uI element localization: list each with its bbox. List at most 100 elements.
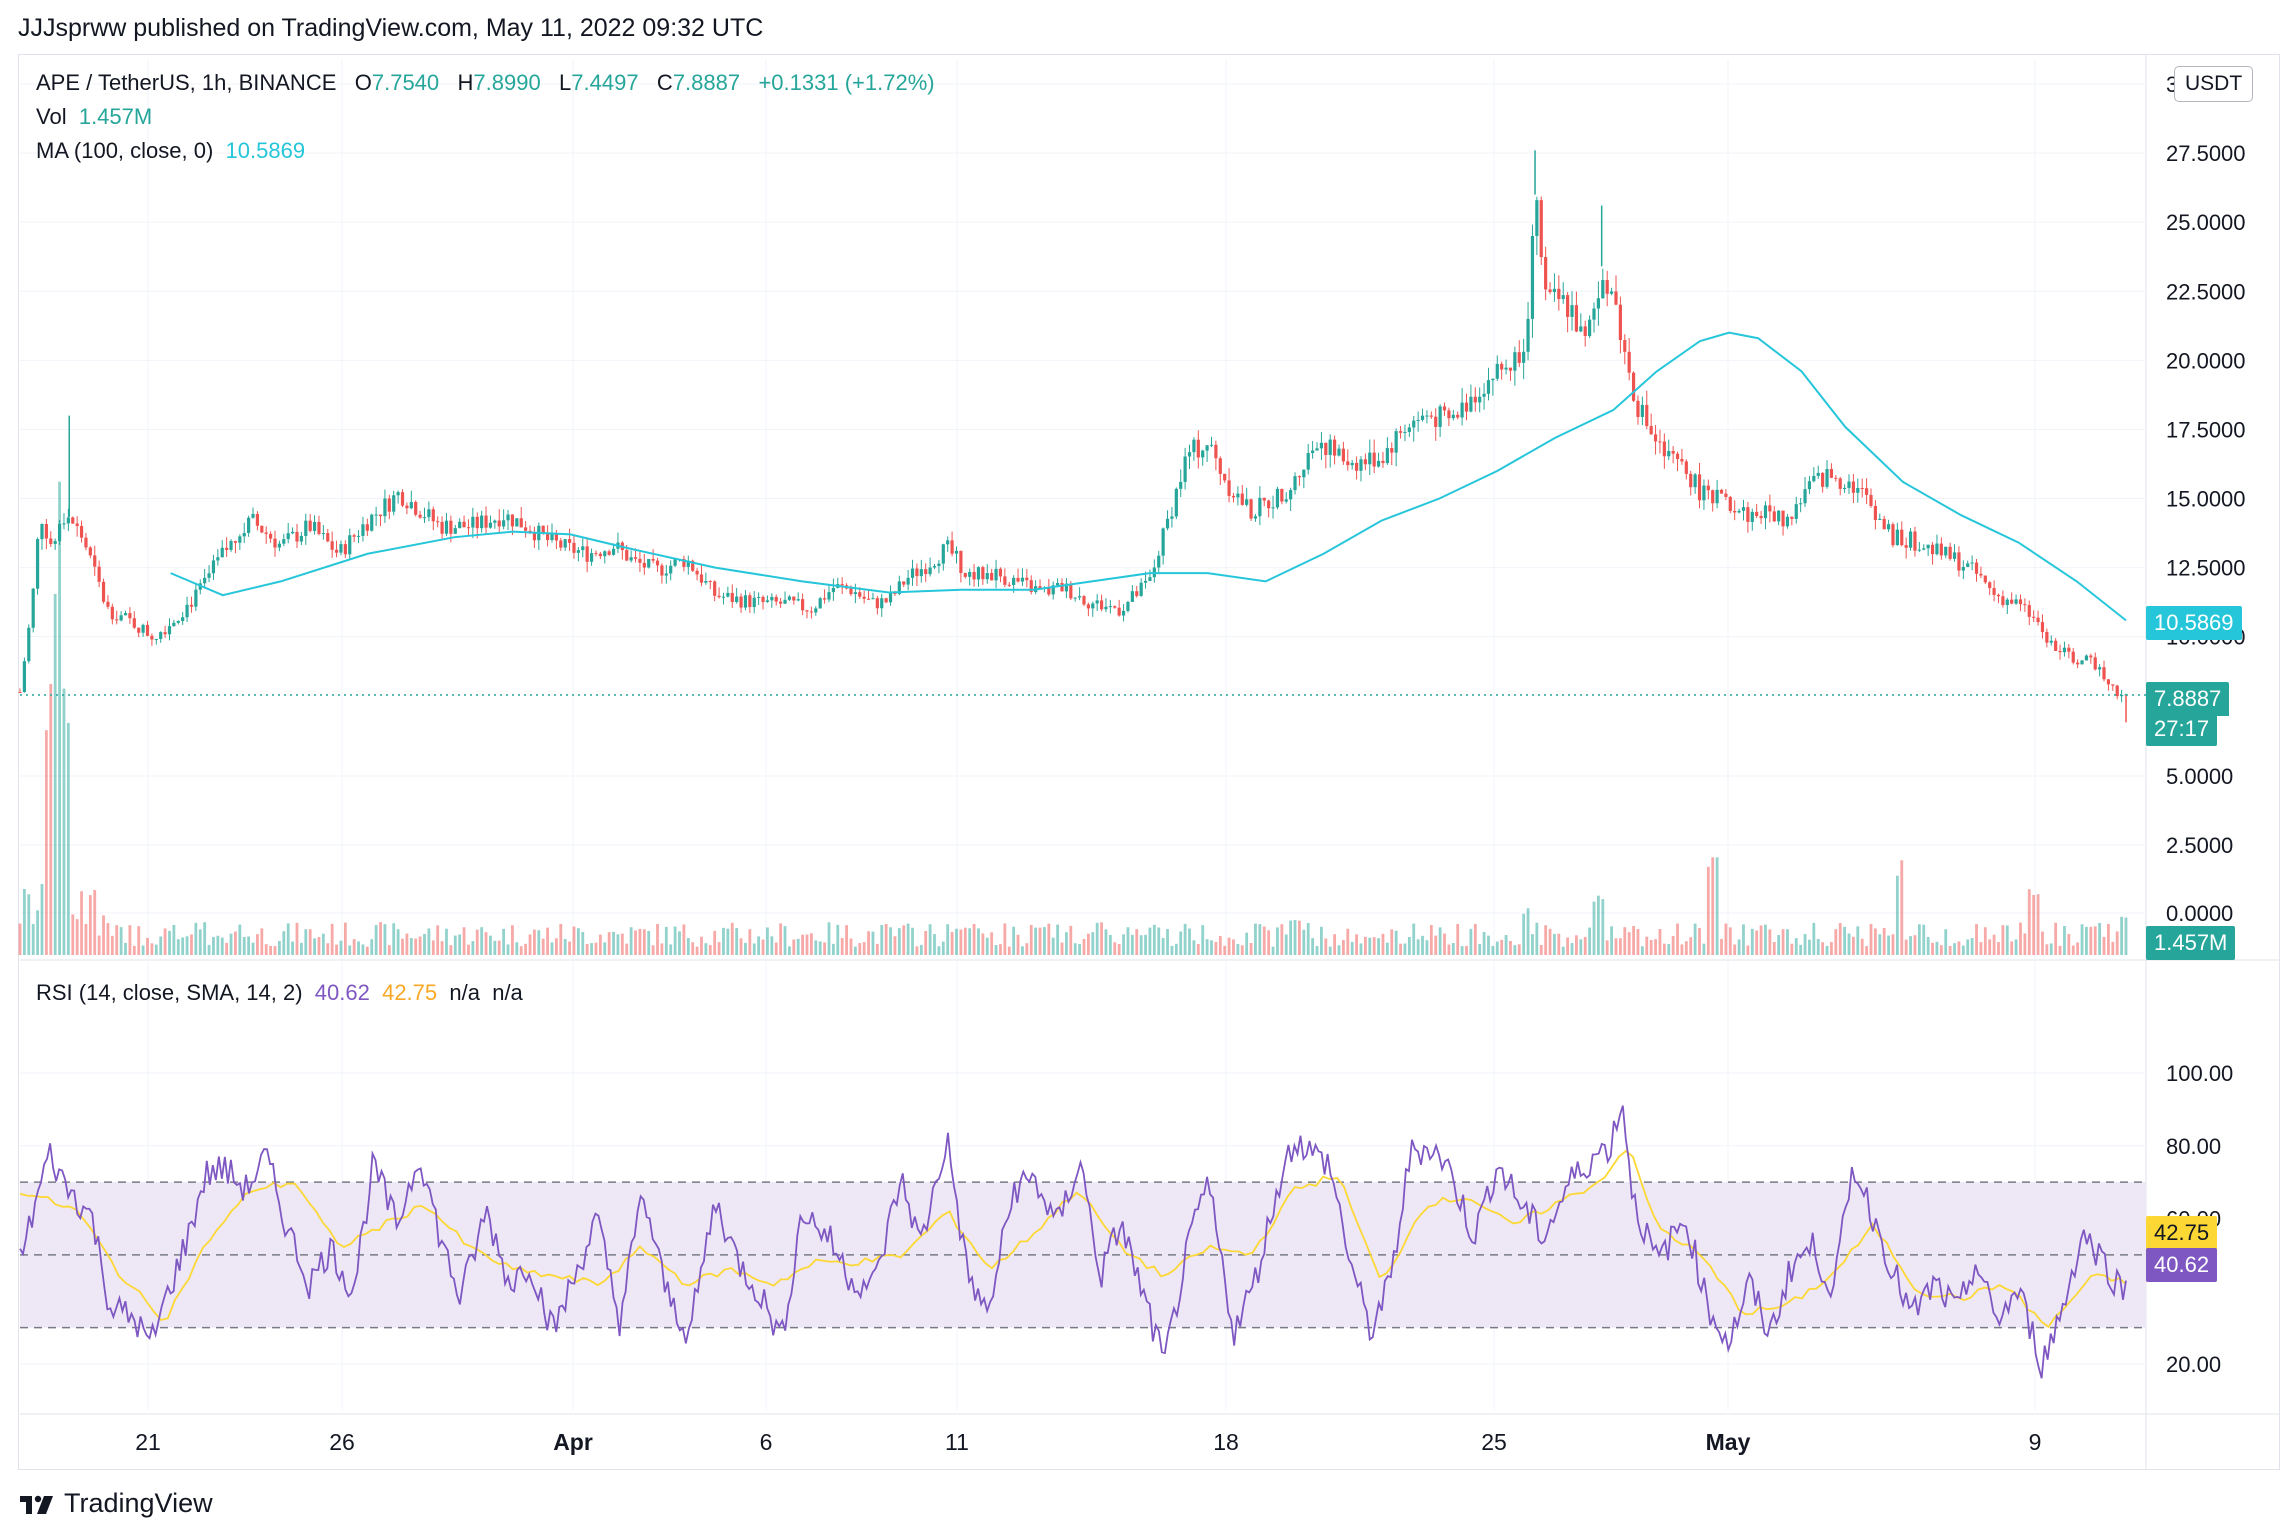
price-tick-label: 27.5000	[2166, 141, 2246, 166]
legend-symbol[interactable]: APE / TetherUS, 1h, BINANCE	[36, 70, 337, 95]
volume-bar	[1069, 925, 1073, 955]
candle-body	[532, 532, 537, 541]
candle-body	[510, 514, 515, 527]
volume-bar	[137, 926, 141, 955]
rsi-line	[19, 1105, 2127, 1379]
candle-body	[62, 523, 66, 525]
time-tick-label: 26	[329, 1429, 355, 1455]
candle-body	[642, 562, 646, 568]
volume-bar	[1091, 932, 1095, 955]
candle-body	[211, 560, 216, 574]
volume-bar	[853, 946, 857, 955]
volume-bar	[234, 931, 237, 955]
candle-body	[1886, 524, 1891, 530]
candle-body	[405, 505, 409, 509]
volume-bar	[1882, 927, 1886, 955]
price-tick-label: 0.0000	[2166, 901, 2233, 926]
candle-body	[1231, 495, 1236, 498]
candle-body	[1970, 562, 1974, 564]
candle-body	[1394, 431, 1398, 453]
candle-body	[1522, 351, 1526, 363]
candle-body	[84, 537, 88, 548]
volume-bar	[519, 946, 523, 955]
volume-bar	[484, 932, 488, 955]
candle-body	[2058, 650, 2062, 653]
candle-body	[655, 560, 660, 566]
legend-rsi[interactable]: RSI (14, close, SMA, 14, 2) 40.62 42.75 …	[36, 980, 523, 1006]
volume-bar	[40, 884, 44, 955]
volume-bar	[911, 927, 914, 955]
candle-body	[981, 567, 985, 580]
candle-body	[339, 544, 343, 553]
volume-bar	[1909, 936, 1912, 955]
volume-bar	[695, 946, 699, 955]
candle-body	[519, 518, 523, 528]
candle-body	[194, 589, 198, 607]
volume-bar	[1970, 937, 1974, 955]
volume-bar	[616, 934, 620, 955]
candle-body	[1864, 488, 1869, 495]
candle-body	[1913, 531, 1917, 551]
volume-bar	[278, 941, 281, 955]
volume-bar	[1636, 929, 1640, 955]
candle-body	[2045, 631, 2049, 643]
volume-bar	[62, 688, 66, 955]
candle-body	[651, 558, 655, 561]
legend-volume[interactable]: Vol 1.457M	[36, 104, 152, 130]
candle-body	[2080, 660, 2084, 665]
legend-rsi-label: RSI (14, close, SMA, 14, 2)	[36, 980, 303, 1005]
volume-bar	[2102, 936, 2106, 955]
volume-bar	[1746, 945, 1750, 955]
legend-ma[interactable]: MA (100, close, 0) 10.5869	[36, 138, 305, 164]
candle-body	[110, 606, 114, 620]
candle-body	[1882, 518, 1886, 530]
volume-bar	[1478, 944, 1482, 955]
volume-bar	[2049, 943, 2053, 955]
time-tick-label: 21	[135, 1429, 161, 1455]
candle-body	[1653, 434, 1658, 442]
ma-100-line	[170, 331, 2127, 622]
volume-bar	[1671, 936, 1675, 955]
volume-bar	[1830, 942, 1833, 955]
volume-bar	[1852, 936, 1855, 955]
candle-body	[695, 570, 699, 575]
candle-body	[910, 568, 915, 578]
candle-body	[1218, 458, 1222, 474]
candle-body	[1020, 577, 1025, 582]
volume-bar	[1939, 945, 1943, 955]
volume-bar	[1755, 930, 1759, 955]
countdown-tag: 27:17	[2146, 712, 2218, 746]
candle-body	[1407, 427, 1411, 432]
candle-body	[1878, 518, 1882, 521]
candle-body	[1275, 488, 1280, 508]
volume-bar	[642, 929, 646, 955]
candle-body	[49, 538, 53, 544]
volume-bar	[634, 930, 637, 955]
candle-body	[1126, 601, 1130, 611]
volume-bar	[880, 924, 884, 955]
volume-bar	[295, 922, 299, 955]
candle-body	[1992, 588, 1996, 595]
currency-unit-button[interactable]: USDT	[2174, 66, 2254, 102]
chart-frame[interactable]	[18, 54, 2280, 1470]
candle-body	[1829, 468, 1834, 478]
last-price-tag: 7.8887	[2146, 682, 2230, 716]
volume-bar	[1742, 924, 1745, 955]
candle-body	[805, 610, 809, 612]
volume-bar	[915, 946, 919, 955]
candle-body	[1069, 583, 1073, 599]
tradingview-logo[interactable]: TradingView	[18, 1488, 213, 1519]
candle-body	[1790, 516, 1794, 519]
candle-body	[137, 627, 141, 633]
legend-rsi-na-2: n/a	[492, 980, 523, 1005]
volume-bar	[1218, 936, 1222, 955]
volume-bar	[977, 928, 980, 955]
volume-bar	[581, 932, 585, 955]
volume-bar	[1531, 934, 1534, 955]
volume-bar	[2001, 925, 2005, 955]
candle-body	[1799, 503, 1803, 505]
candle-body	[1491, 378, 1495, 381]
candle-body	[1988, 582, 1992, 589]
volume-bar	[1429, 925, 1433, 955]
